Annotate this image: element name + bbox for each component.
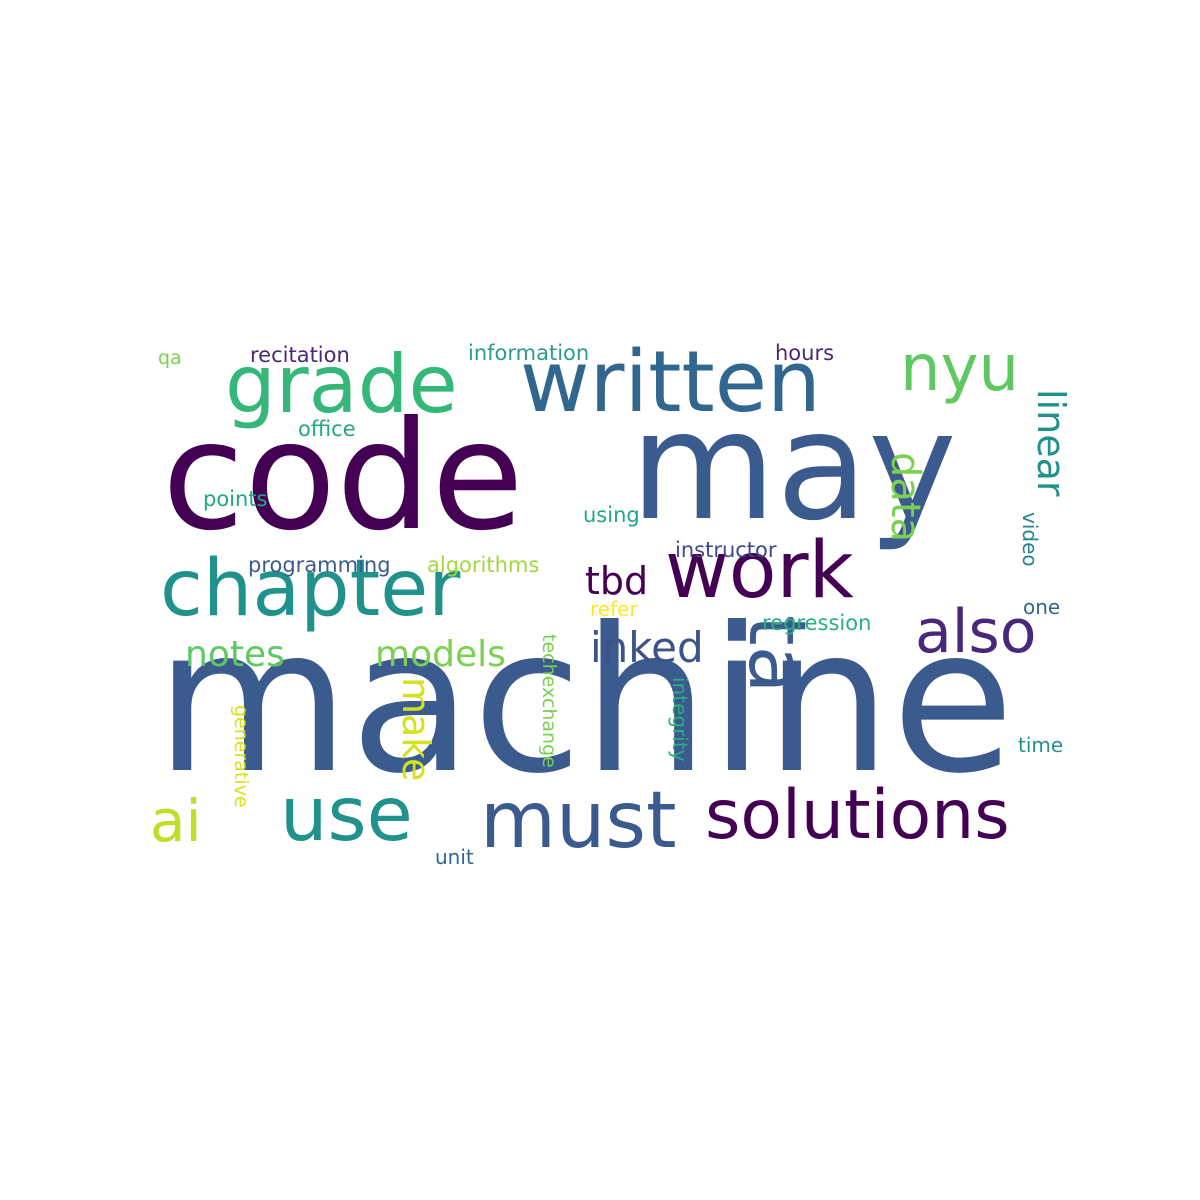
word-make: make xyxy=(394,677,438,782)
word-machine: machine xyxy=(155,585,1015,818)
word-techexchange: techexchange xyxy=(538,634,560,768)
word-may: may xyxy=(630,380,957,554)
word-nyu: nyu xyxy=(900,337,1019,406)
word-ai: ai xyxy=(150,787,202,855)
word-models: models xyxy=(375,634,506,675)
word-integrity: integrity xyxy=(668,677,692,762)
word-using: using xyxy=(583,503,640,527)
word-data: data xyxy=(882,452,928,543)
word-grade: grade xyxy=(225,338,458,431)
word-recitation: recitation xyxy=(250,343,350,367)
word-linear: linear xyxy=(1029,389,1073,497)
word-work: work xyxy=(665,526,854,616)
word-office: office xyxy=(298,417,356,441)
word-use: use xyxy=(280,770,413,858)
word-instructor: instructor xyxy=(675,538,777,562)
word-written: written xyxy=(520,337,821,432)
word-one: one xyxy=(1023,595,1061,619)
word-points: points xyxy=(203,487,268,511)
word-generative: generative xyxy=(230,705,252,808)
word-programming: programming xyxy=(248,553,391,577)
word-code: code xyxy=(162,390,524,564)
word-hours: hours xyxy=(775,341,835,365)
word-must: must xyxy=(480,776,677,866)
word-regression: regression xyxy=(762,611,872,635)
word-tbd: tbd xyxy=(585,559,649,603)
word-notes: notes xyxy=(185,634,285,675)
word-unit: unit xyxy=(435,845,474,869)
word-qa: qa xyxy=(158,347,182,369)
word-chapter: chapter xyxy=(160,544,461,634)
word-time: time xyxy=(1018,733,1064,757)
word-solutions: solutions xyxy=(705,776,1010,855)
word-refer: refer xyxy=(590,597,638,621)
word-also: also xyxy=(915,597,1037,667)
word-cloud: machine code may written grade chapter work ta m… xyxy=(150,337,1085,877)
word-video: video xyxy=(1018,512,1042,567)
word-inked: inked xyxy=(590,623,704,672)
word-algorithms: algorithms xyxy=(427,553,540,577)
word-information: information xyxy=(468,341,590,365)
